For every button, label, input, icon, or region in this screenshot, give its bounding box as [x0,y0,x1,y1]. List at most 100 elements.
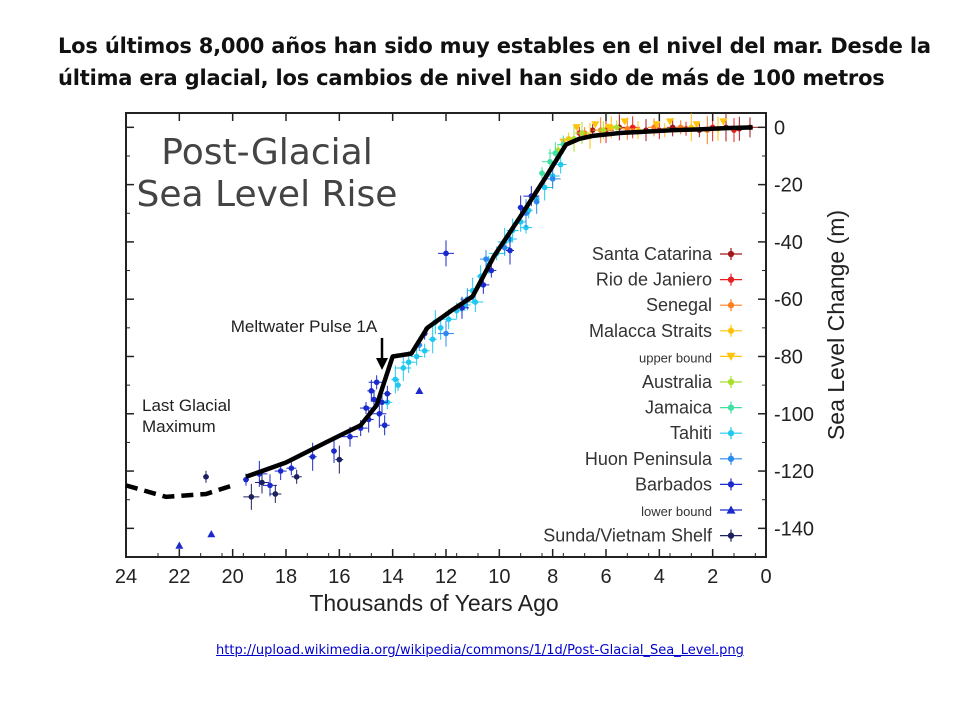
legend-item-malacca-straits: Malacca Straits [589,321,742,341]
data-point [259,479,265,486]
data-point [272,491,279,497]
data-point [579,130,585,136]
annotation-line: Last Glacial [142,396,231,415]
x-axis-label: Thousands of Years Ago [309,590,558,616]
y-tick-label: -100 [774,404,814,426]
annotation-meltwater-pulse: Meltwater Pulse 1A [231,317,378,336]
legend-item-sunda-vietnam-shelf: Sunda/Vietnam Shelf [543,526,742,546]
chart-title-line: Sea Level Rise [137,174,398,215]
data-point [539,170,545,176]
data-point [572,124,581,132]
legend-label: Barbados [635,474,712,494]
trend-line [245,125,753,479]
legend-item-senegal: Senegal [646,295,742,315]
data-point [384,390,391,397]
annotation-line: Maximum [142,417,216,436]
x-tick-label: 6 [600,566,611,588]
data-point [293,473,300,480]
data-point [309,453,316,460]
legend-swatch-marker [727,276,735,283]
data-point [288,465,295,472]
data-point [600,127,607,133]
annotation-arrowhead [376,357,388,370]
data-point [507,247,513,254]
data-point [347,433,353,440]
data-point [207,530,216,538]
legend-swatch-marker [727,378,735,386]
data-point [624,125,631,132]
series-huon-peninsula [416,168,561,352]
data-point [373,379,380,386]
data-point [429,336,436,343]
data-point [363,405,369,411]
series-lower-bound [175,386,424,549]
data-point [368,388,375,394]
legend-label: Sunda/Vietnam Shelf [543,526,713,546]
data-point [483,256,489,262]
y-tick-label: -120 [774,461,814,483]
y-axis-label: Sea Level Change (m) [823,210,849,440]
legend-item-tahiti: Tahiti [670,423,742,443]
data-point [437,325,444,331]
legend-swatch-marker [727,532,735,539]
data-point [547,158,553,165]
x-tick-label: 20 [222,566,244,588]
legend-label: Huon Peninsula [585,449,713,469]
data-point [620,118,629,126]
series-sunda-vietnam-shelf [203,445,344,510]
legend-item-rio-de-janiero: Rio de Janiero [596,270,742,290]
data-point [666,118,674,126]
data-point [591,121,600,129]
data-point [719,118,728,126]
legend-label: Senegal [646,295,712,315]
x-tick-label: 8 [547,566,558,588]
y-tick-label: 0 [774,117,785,139]
annotation-last-glacial-maximum: Last Glacial Maximum [142,396,231,436]
legend-label: Rio de Janiero [596,270,712,290]
data-point [395,382,401,388]
x-tick-label: 18 [275,566,297,588]
legend-label: Jamaica [645,398,713,418]
legend-label: Australia [642,372,713,392]
data-point [331,448,337,454]
legend-swatch-marker [727,481,735,488]
data-point [523,224,529,231]
data-point [421,347,428,354]
x-tick-label: 16 [328,566,350,588]
x-tick-label: 24 [115,566,137,588]
series-upper-bound [559,118,728,146]
chart-title: Post-Glacial Sea Level Rise [137,132,398,215]
legend-item-barbados: Barbados [635,474,742,494]
y-tick-label: -20 [774,175,803,197]
legend-swatch-marker [727,302,735,309]
y-tick-label: -80 [774,346,803,368]
legend-swatch-marker [727,404,735,411]
data-point [443,250,449,257]
legend-swatch-marker [727,455,735,462]
x-tick-label: 2 [707,566,718,588]
x-tick-label: 22 [168,566,190,588]
legend-item-upper-bound: upper bound [639,350,742,365]
legend-label: lower bound [641,504,712,519]
y-tick-label: -140 [774,518,814,540]
data-point [336,456,343,463]
legend-item-australia: Australia [642,372,742,392]
data-point [488,267,495,274]
data-point [392,376,399,383]
legend-item-santa-catarina: Santa Catarina [592,244,742,264]
data-point [557,161,564,168]
data-point [533,199,540,205]
source-link[interactable]: http://upload.wikimedia.org/wikipedia/co… [216,643,744,658]
x-tick-label: 10 [488,566,510,588]
data-point [692,121,701,129]
data-point [604,124,613,132]
chart-title-line: Post-Glacial [161,132,372,173]
legend-label: upper bound [639,350,712,365]
y-tick-label: -40 [774,232,803,254]
legend-swatch-marker [727,327,735,334]
trend-line-extrapolated [125,483,234,500]
x-tick-label: 0 [760,566,771,588]
x-tick-label: 12 [435,566,457,588]
legend-item-jamaica: Jamaica [645,398,742,418]
data-point [517,204,524,211]
